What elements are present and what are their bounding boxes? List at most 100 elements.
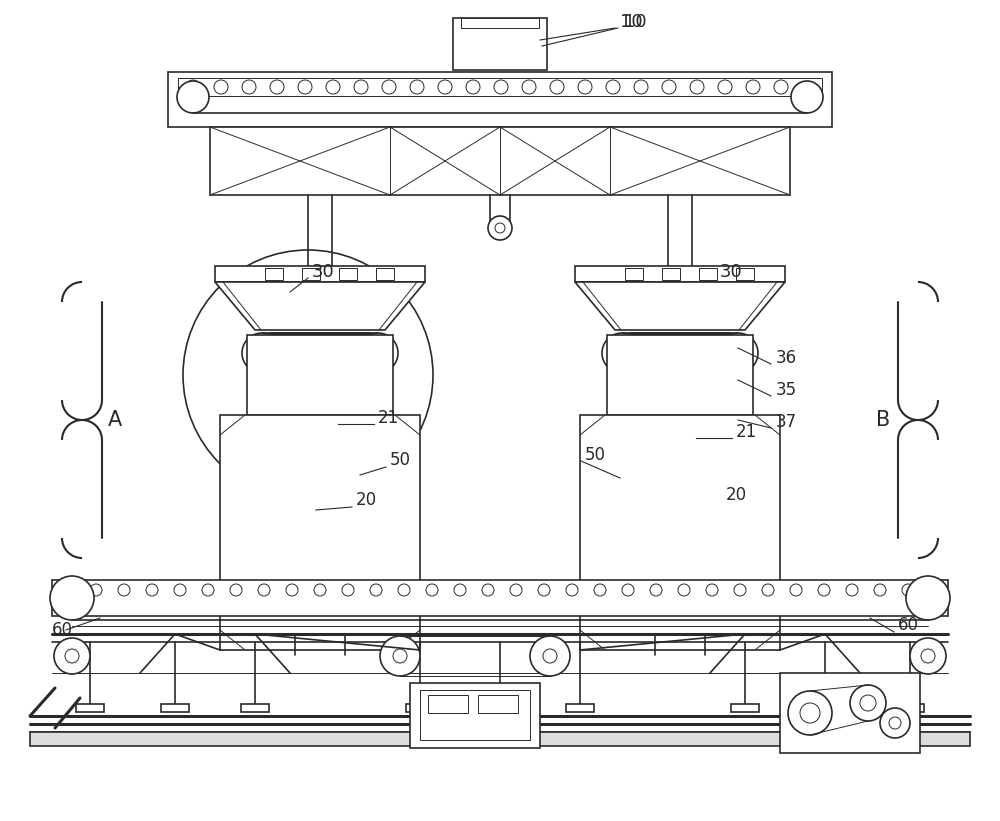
Polygon shape (688, 393, 696, 406)
Polygon shape (674, 393, 682, 406)
Circle shape (718, 333, 758, 373)
Circle shape (846, 584, 858, 596)
Circle shape (734, 584, 746, 596)
Circle shape (371, 346, 385, 360)
Polygon shape (215, 282, 425, 330)
Circle shape (774, 80, 788, 94)
Text: 50: 50 (585, 446, 606, 464)
Bar (699, 268, 717, 280)
Circle shape (177, 81, 209, 113)
Circle shape (255, 346, 269, 360)
Circle shape (906, 576, 950, 620)
Bar (240, 437, 400, 587)
Text: 50: 50 (390, 451, 411, 469)
Text: 60: 60 (898, 616, 919, 634)
Circle shape (494, 80, 508, 94)
Circle shape (860, 695, 876, 711)
Bar (595, 420, 609, 455)
Circle shape (602, 333, 642, 373)
Circle shape (788, 691, 832, 735)
Bar (461, 18, 539, 28)
Bar (410, 683, 540, 748)
Circle shape (818, 584, 830, 596)
Bar (76, 704, 104, 712)
Polygon shape (356, 393, 364, 406)
Bar (780, 673, 920, 753)
Bar (600, 425, 760, 437)
Circle shape (550, 80, 564, 94)
Circle shape (214, 80, 228, 94)
Circle shape (543, 649, 557, 663)
Circle shape (690, 80, 704, 94)
Polygon shape (300, 393, 308, 406)
Circle shape (258, 584, 270, 596)
Text: 10: 10 (624, 13, 647, 31)
Circle shape (718, 80, 732, 94)
Text: 10: 10 (620, 13, 643, 31)
Text: 30: 30 (720, 263, 743, 281)
Circle shape (438, 80, 452, 94)
Circle shape (286, 584, 298, 596)
Text: 36: 36 (776, 349, 797, 367)
Text: 30: 30 (312, 263, 335, 281)
Circle shape (650, 584, 662, 596)
Circle shape (662, 80, 676, 94)
Circle shape (146, 584, 158, 596)
Circle shape (800, 703, 820, 723)
Circle shape (242, 333, 282, 373)
Circle shape (790, 584, 802, 596)
Bar (486, 704, 514, 712)
Circle shape (791, 81, 823, 113)
Bar (420, 690, 530, 740)
Bar (247, 335, 393, 415)
Circle shape (382, 80, 396, 94)
Circle shape (90, 584, 102, 596)
Circle shape (874, 584, 886, 596)
Polygon shape (660, 393, 668, 406)
Bar (30, 732, 970, 746)
Polygon shape (575, 282, 785, 330)
Polygon shape (342, 393, 350, 406)
Circle shape (510, 584, 522, 596)
Circle shape (358, 333, 398, 373)
Circle shape (482, 584, 494, 596)
Bar (168, 72, 832, 127)
Circle shape (762, 584, 774, 596)
Bar (625, 268, 643, 280)
Bar (811, 704, 839, 712)
Circle shape (230, 584, 242, 596)
Circle shape (410, 80, 424, 94)
Circle shape (606, 80, 620, 94)
Circle shape (174, 584, 186, 596)
Bar (607, 335, 753, 415)
Circle shape (466, 80, 480, 94)
Circle shape (398, 584, 410, 596)
Circle shape (298, 80, 312, 94)
Bar (391, 420, 405, 455)
Bar (751, 420, 765, 455)
Text: 35: 35 (776, 381, 797, 399)
Circle shape (242, 80, 256, 94)
Bar (453, 18, 547, 70)
Circle shape (538, 584, 550, 596)
Circle shape (615, 346, 629, 360)
Circle shape (342, 584, 354, 596)
Polygon shape (240, 587, 400, 642)
Circle shape (910, 638, 946, 674)
Polygon shape (702, 393, 710, 406)
Text: 20: 20 (726, 486, 747, 504)
Bar (736, 268, 754, 280)
Polygon shape (272, 393, 280, 406)
Circle shape (50, 576, 94, 620)
Bar (566, 704, 594, 712)
Polygon shape (730, 393, 738, 406)
Circle shape (354, 80, 368, 94)
Circle shape (270, 80, 284, 94)
Bar (178, 78, 822, 96)
Circle shape (530, 636, 570, 676)
Circle shape (880, 708, 910, 738)
Circle shape (202, 584, 214, 596)
Text: 21: 21 (736, 423, 757, 441)
Circle shape (62, 584, 74, 596)
Circle shape (65, 649, 79, 663)
